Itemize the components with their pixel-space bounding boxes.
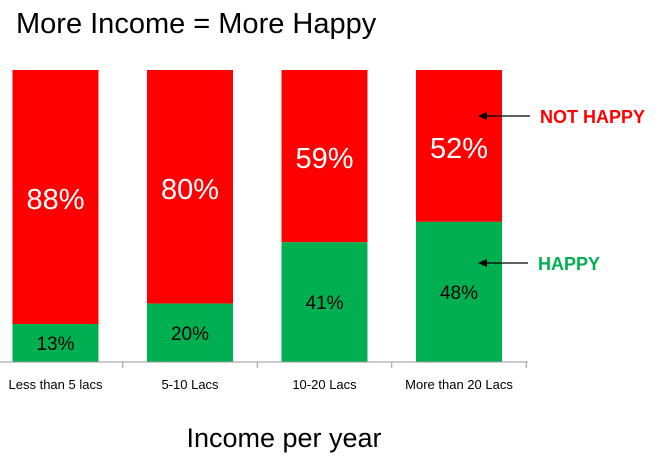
x-axis-title: Income per year — [186, 423, 382, 453]
x-axis-ticks: Less than 5 lacs 5-10 Lacs 10-20 Lacs More … — [9, 362, 527, 392]
bar-not-happy-3 — [416, 70, 502, 222]
data-label-happy-2: 41% — [305, 293, 343, 314]
legend-happy-label: HAPPY — [538, 254, 600, 274]
bar-not-happy-1 — [147, 70, 233, 304]
data-label-not-happy-0: 88% — [26, 184, 84, 216]
legend-not-happy-label: NOT HAPPY — [540, 107, 645, 127]
chart-title: More Income = More Happy — [16, 8, 377, 40]
bar-not-happy-2 — [281, 70, 368, 243]
bar-happy-3 — [416, 221, 502, 362]
legend-group: NOT HAPPY HAPPY — [478, 107, 645, 274]
bar-happy-1 — [147, 303, 233, 362]
legend-not-happy-arrow-head — [478, 112, 487, 120]
bar-labels-group: 88% 13% 80% 20% 59% 41% 52% 48% — [26, 133, 488, 355]
data-label-happy-0: 13% — [36, 334, 74, 355]
bar-happy-2 — [281, 242, 368, 362]
data-label-not-happy-1: 80% — [161, 174, 219, 206]
data-label-happy-1: 20% — [171, 324, 209, 345]
data-label-happy-3: 48% — [440, 283, 478, 304]
data-label-not-happy-3: 52% — [430, 133, 488, 165]
bar-happy-0 — [12, 324, 99, 362]
bar-not-happy-0 — [12, 70, 99, 325]
x-tick-label-0: Less than 5 lacs — [9, 377, 103, 392]
x-tick-label-2: 10-20 Lacs — [292, 377, 357, 392]
x-tick-label-3: More than 20 Lacs — [405, 377, 513, 392]
bars-group — [12, 70, 502, 362]
legend-happy-arrow-head — [478, 259, 487, 267]
stacked-bar-chart: Less than 5 lacs 5-10 Lacs 10-20 Lacs More … — [0, 70, 645, 392]
data-label-not-happy-2: 59% — [295, 143, 353, 175]
x-tick-label-1: 5-10 Lacs — [161, 377, 219, 392]
